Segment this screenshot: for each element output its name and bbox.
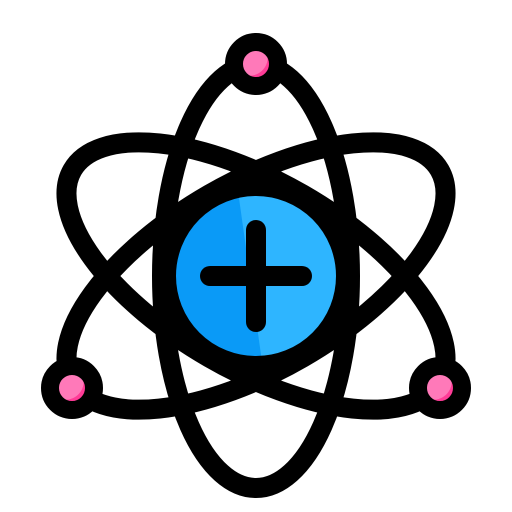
electron [418, 366, 462, 410]
atom-svg [0, 0, 512, 512]
electron [50, 366, 94, 410]
atom-icon [0, 0, 512, 512]
electron [234, 42, 278, 86]
